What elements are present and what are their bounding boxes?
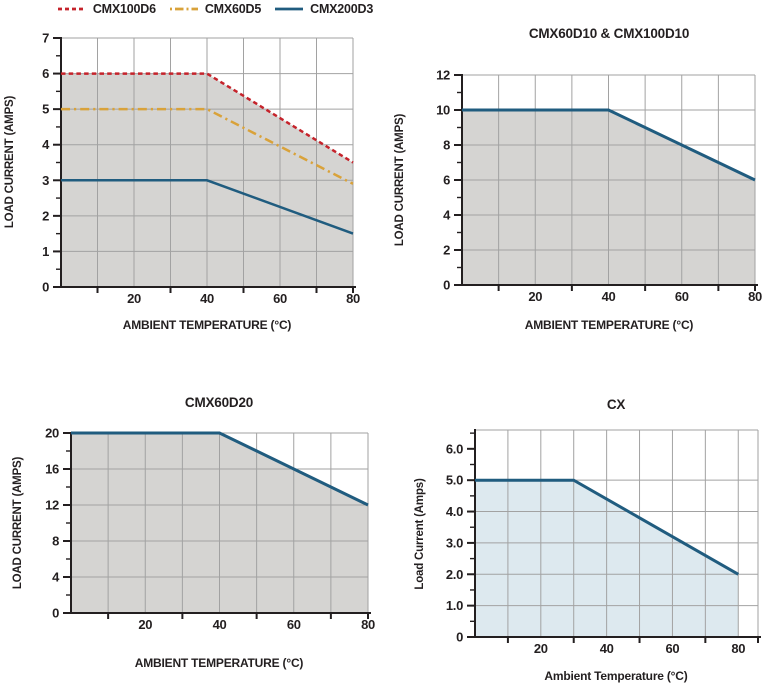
x-axis-tick-label: 40	[600, 641, 614, 656]
x-axis-tick-label: 80	[361, 617, 375, 632]
y-axis-tick-label: 2.0	[446, 567, 463, 582]
x-axis-tick-label: 20	[138, 617, 152, 632]
y-axis-tick-label: 3	[42, 173, 49, 188]
y-axis-tick-label: 7	[42, 31, 49, 46]
legend-label: CMX100D6	[92, 2, 156, 16]
y-axis-tick-label: 5.0	[446, 473, 463, 488]
x-axis-tick-label: 60	[273, 291, 287, 306]
y-axis-tick-label: 3.0	[446, 535, 463, 550]
plot-area: 0 1.0 2.0 3.0 4.0 5.0 6.0 20 40 60 80	[446, 429, 761, 656]
y-axis-label: LOAD CURRENT (AMPS)	[4, 95, 16, 229]
y-axis-tick-label: 0	[42, 280, 49, 295]
plot-area: 0 2 4 6 8 10 12 20 40 60 80	[436, 68, 762, 305]
y-axis-tick-label: 10	[436, 103, 450, 118]
chart-title: CMX60D10 & CMX100D10	[528, 26, 690, 41]
legend-swatch-dashdot-line-icon	[169, 7, 198, 11]
plot-area: 0 4 8 12 16 20 20 40 60 80	[45, 426, 375, 633]
x-axis-tick-label: 80	[346, 291, 360, 306]
x-axis-tick-label: 60	[666, 641, 680, 656]
y-axis-tick-label: 1	[42, 244, 49, 259]
x-axis-label: Ambient Temperature (°C)	[544, 669, 688, 683]
y-axis-tick-label: 0	[443, 278, 450, 293]
y-axis-label: LOAD CURRENT (AMPS)	[12, 456, 24, 590]
y-axis-tick-label: 1.0	[446, 598, 463, 613]
y-axis-tick-label: 6	[42, 66, 49, 81]
x-axis-label: AMBIENT TEMPERATURE (°C)	[122, 318, 292, 332]
y-axis-tick-label: 12	[45, 498, 59, 513]
x-axis-tick-label: 20	[127, 291, 141, 306]
x-axis-tick-label: 40	[200, 291, 214, 306]
series-line-cmx60d5	[61, 107, 354, 185]
y-axis-tick-label: 8	[52, 534, 59, 549]
chart-title: CX	[606, 397, 626, 412]
y-axis-tick-label: 0	[52, 606, 59, 621]
y-axis-tick-label: 5	[42, 102, 49, 117]
x-axis-tick-label: 80	[731, 641, 745, 656]
x-axis-tick-label: 40	[602, 289, 616, 304]
y-axis-tick-label: 4	[443, 208, 451, 223]
legend-label: CMX60D5	[204, 2, 262, 16]
chart-legend: CMX100D6 CMX60D5 CMX200D3	[55, 0, 375, 18]
series-line-cmx60d20	[71, 431, 369, 507]
x-axis-tick-label: 40	[213, 617, 227, 632]
y-axis-tick-label: 4.0	[446, 504, 463, 519]
legend-item: CMX60D5	[169, 2, 261, 16]
y-axis-tick-label: 20	[45, 426, 59, 441]
y-axis-label: Load Current (Amps)	[414, 478, 426, 590]
chart-cmx60d10-cmx100d10: CMX60D10 & CMX100D10 0 2 4 6 8 10 12 20 40 60 80 L…	[390, 0, 778, 340]
chart-cmx60d20: CMX60D20 0 4 8 12 16 20 20 40 60 80 LOAD CURRENT …	[0, 380, 390, 694]
series-line-cmx100d6	[61, 72, 354, 164]
x-axis-label: AMBIENT TEMPERATURE (°C)	[134, 656, 304, 670]
series-line-cx	[475, 478, 740, 576]
x-axis-tick-label: 20	[534, 641, 548, 656]
chart-cx: CX 0 1.0 2.0 3.0 4.0 5.0 6.0 20 40 60 80 Load Curr…	[390, 380, 778, 694]
y-axis-tick-label: 8	[443, 138, 450, 153]
x-axis-label: AMBIENT TEMPERATURE (°C)	[524, 318, 694, 332]
y-axis-tick-label: 6	[443, 173, 450, 188]
x-axis-tick-label: 60	[287, 617, 301, 632]
legend-item: CMX200D3	[274, 2, 373, 16]
legend-item: CMX100D6	[57, 2, 156, 16]
y-axis-tick-label: 12	[436, 68, 450, 83]
y-axis-tick-label: 2	[42, 208, 49, 223]
x-axis-tick-label: 20	[528, 289, 542, 304]
x-axis-tick-label: 60	[675, 289, 689, 304]
series-line-cmx200d3	[61, 179, 354, 235]
y-axis-tick-label: 4	[52, 570, 60, 585]
series-line-cmx60d10-cmx100d10	[462, 108, 756, 182]
chart-cmx100d6-cmx60d5-cmx200d3: CMX100D6 CMX60D5 CMX200D3 0 1 2 3 4 5 6 7 20 40 60 80…	[0, 0, 390, 340]
legend-swatch-dashed-line-icon	[57, 7, 86, 11]
legend-swatch-solid-line-icon	[275, 7, 304, 11]
x-axis-tick-label: 80	[748, 289, 762, 304]
y-axis-tick-label: 4	[42, 137, 50, 152]
plot-area: 0 1 2 3 4 5 6 7 20 40 60 80	[42, 31, 360, 307]
y-axis-tick-label: 16	[45, 462, 59, 477]
y-axis-tick-label: 0	[456, 630, 463, 645]
chart-title: CMX60D20	[184, 395, 254, 410]
y-axis-tick-label: 6.0	[446, 441, 463, 456]
y-axis-label: LOAD CURRENT (AMPS)	[394, 113, 406, 247]
legend-label: CMX200D3	[310, 2, 374, 16]
y-axis-tick-label: 2	[443, 243, 450, 258]
